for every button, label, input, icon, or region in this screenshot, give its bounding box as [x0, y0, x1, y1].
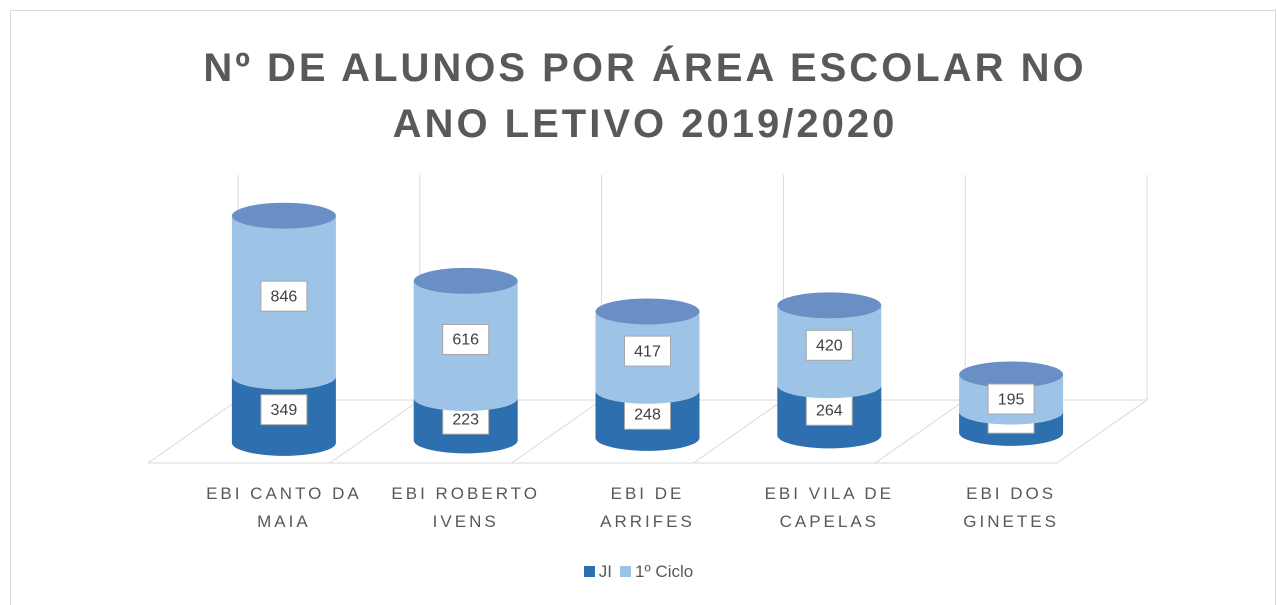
- value-label-box: [805, 394, 853, 426]
- value-label: 248: [634, 406, 661, 423]
- value-label: 264: [816, 402, 843, 419]
- floor-line: [1056, 399, 1148, 464]
- cylinder-top: [231, 202, 336, 229]
- legend-label: JI: [598, 562, 613, 581]
- cylinder: 264 420: [777, 292, 882, 449]
- legend: JI 1º Ciclo: [0, 562, 1277, 582]
- x-tick-label: EBI DE ARRIFES: [600, 484, 695, 531]
- floor-line: [874, 399, 966, 464]
- value-label-box: [624, 398, 671, 430]
- value-label-box: [442, 323, 490, 355]
- cylinder-top: [595, 298, 700, 325]
- floor-line: [511, 399, 602, 464]
- cylinder: 112195: [959, 361, 1064, 446]
- floor-line: [329, 399, 421, 464]
- value-label-box: [805, 329, 853, 361]
- legend-swatch: [583, 566, 595, 577]
- cylinder-top: [413, 267, 518, 294]
- x-tick-label: EBI DOS GINETES: [963, 484, 1059, 531]
- x-tick-label: EBI CANTO DA MAIA: [206, 484, 362, 531]
- x-tick-label: EBI VILA DE CAPELAS: [764, 484, 894, 531]
- x-tick-label: EBI ROBERTO IVENS: [391, 484, 540, 531]
- cylinder: 248 417: [595, 298, 700, 451]
- cylinder-top: [777, 292, 882, 319]
- value-label-box: [260, 394, 308, 426]
- value-label-box: [987, 383, 1035, 415]
- legend-swatch: [620, 566, 632, 577]
- value-label: 349: [271, 402, 298, 419]
- cylinder-top: [959, 361, 1064, 388]
- cylinder: 223 616: [413, 267, 518, 454]
- value-label: 195: [998, 391, 1025, 408]
- value-label: 420: [816, 337, 843, 354]
- chart-title: Nº DE ALUNOS POR ÁREA ESCOLAR NO ANO LET…: [203, 46, 1087, 146]
- legend-label: 1º Ciclo: [635, 562, 694, 581]
- value-label: 223: [452, 411, 479, 428]
- chart-frame: [10, 10, 1276, 605]
- floor-line: [693, 399, 784, 464]
- value-label-box: [624, 335, 671, 367]
- legend-item: JI: [583, 562, 613, 582]
- value-label: 417: [634, 343, 661, 360]
- cylinder: 349 846: [231, 202, 336, 456]
- value-label-box: [260, 280, 308, 312]
- floor-line: [147, 399, 239, 464]
- legend-item: 1º Ciclo: [620, 562, 693, 582]
- value-label: 616: [452, 332, 479, 349]
- value-label: 846: [271, 288, 298, 305]
